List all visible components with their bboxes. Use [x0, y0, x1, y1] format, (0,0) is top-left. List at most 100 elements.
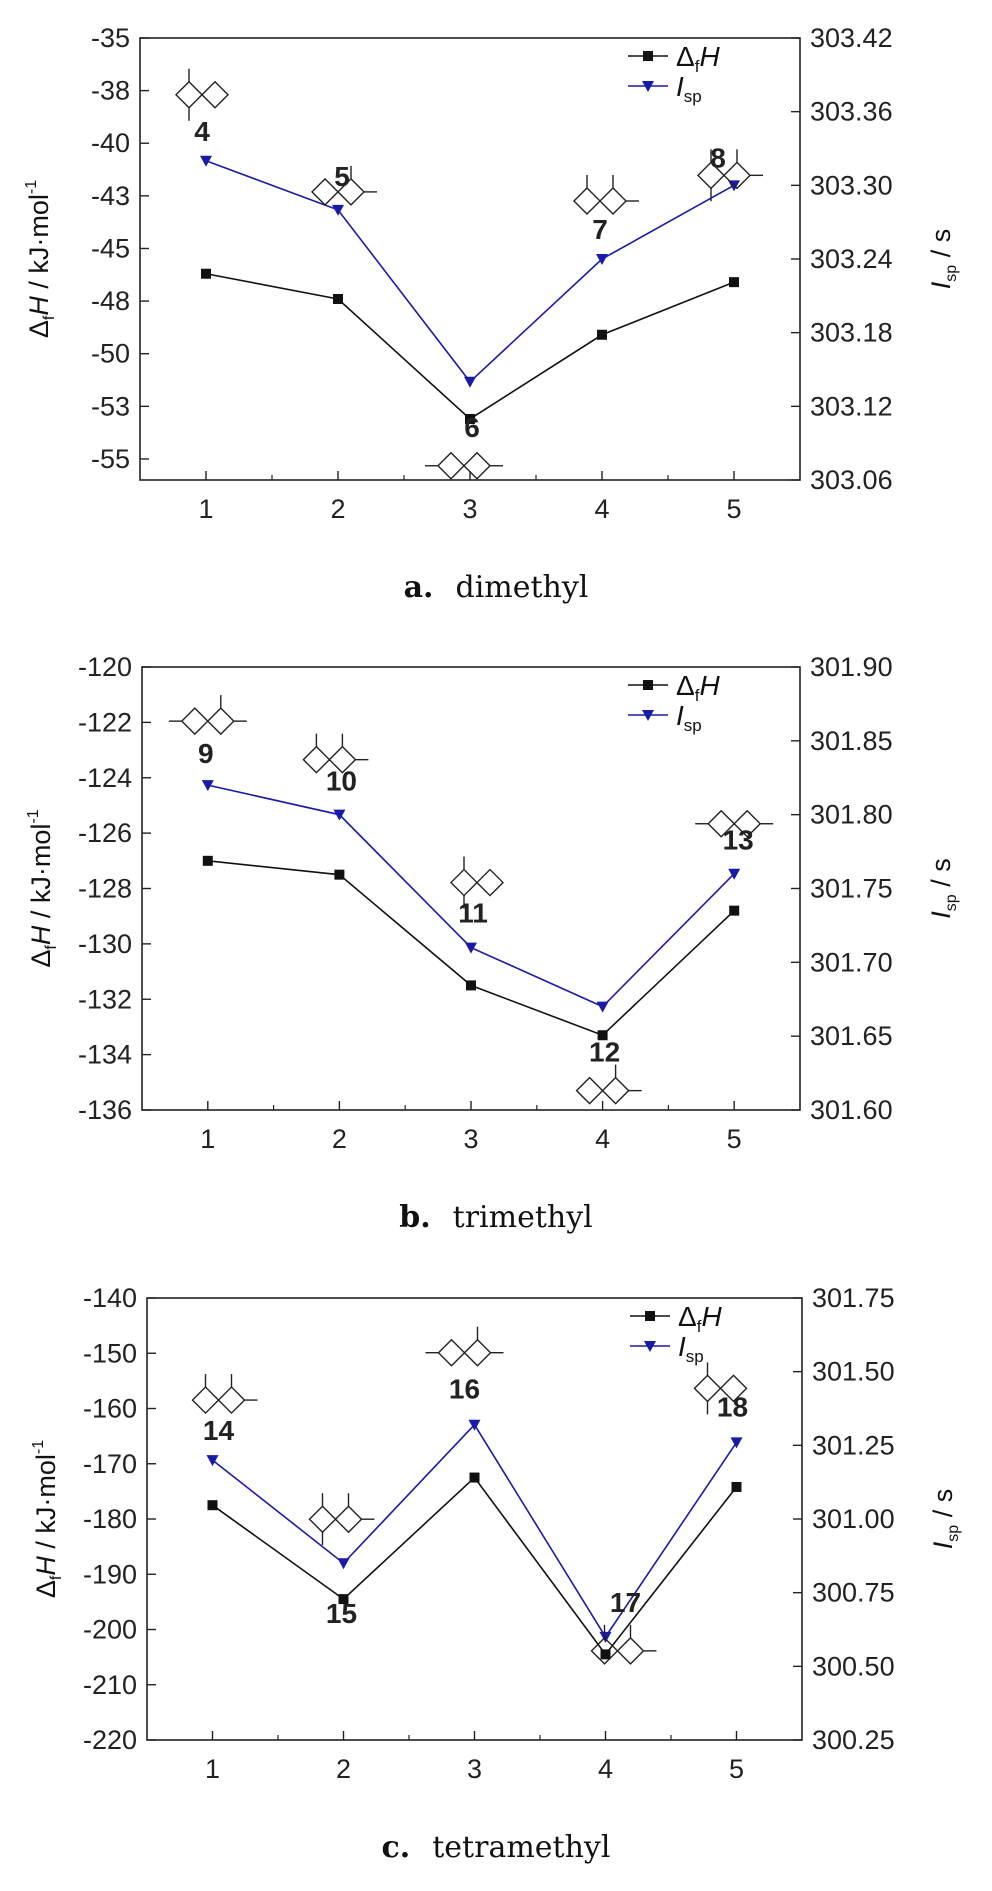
point-c-1-1	[337, 1558, 350, 1570]
y-right-tick-label-c-5: 300.50	[812, 1651, 895, 1681]
compound-label-17: 17	[610, 1587, 641, 1618]
y-left-tick-label-a-3: -43	[91, 181, 130, 211]
y-left-tick-label-a-2: -40	[91, 128, 130, 158]
y-left-tick-label-b-7: -134	[78, 1040, 132, 1070]
y-left-tick-label-c-4: -180	[83, 1504, 137, 1534]
compound-label-6: 6	[464, 412, 480, 443]
series-line-c-0	[212, 1476, 738, 1656]
chart-a-svg: 1 2 3 4 5 -35 -38 -40 -43 -45 -48 -50 -53 -55 303.42 30…	[23, 23, 960, 524]
point-a-1-1	[332, 204, 344, 216]
legend-label-b-0: ΔfH	[676, 670, 720, 705]
compound-label-14: 14	[203, 1415, 235, 1446]
molecule-sketch-icon-10	[302, 733, 369, 774]
molecule-sketch-icon-4	[175, 68, 229, 121]
y-left-tick-label-a-4: -45	[91, 233, 130, 263]
molecule-sketch-icon-8	[697, 149, 763, 202]
point-c-1-3	[599, 1631, 612, 1643]
y-right-tick-label-b-6: 301.60	[810, 1095, 893, 1125]
molecule-sketch-icon-12	[575, 1064, 642, 1105]
point-c-0-4	[731, 1481, 742, 1492]
caption-a: a. dimethyl	[0, 570, 992, 605]
point-a-1-3	[596, 254, 608, 265]
point-a-0-2	[465, 413, 475, 424]
y-left-tick-label-c-1: -150	[83, 1338, 137, 1368]
compound-label-15: 15	[326, 1598, 357, 1629]
caption-b-letter: b.	[399, 1200, 431, 1235]
compound-label-9: 9	[198, 738, 214, 769]
caption-a-letter: a.	[403, 570, 434, 605]
point-c-1-4	[730, 1437, 743, 1449]
x-tick-label-c-5: 5	[729, 1754, 744, 1784]
point-c-0-0	[207, 1500, 218, 1511]
y-left-tick-label-c-0: -140	[83, 1283, 137, 1313]
molecule-sketch-icon-13	[695, 809, 774, 838]
legend-marker-c-0	[645, 1311, 655, 1321]
y-right-tick-label-a-4: 303.18	[810, 318, 893, 348]
y-right-tick-label-b-5: 301.65	[810, 1021, 893, 1051]
y-right-tick-label-a-0: 303.42	[810, 23, 893, 53]
molecule-sketch-icon-14	[191, 1374, 258, 1415]
point-c-0-2	[469, 1472, 480, 1483]
y-left-axis-title-b: ΔfH / kJ·mol-1	[25, 809, 60, 967]
y-left-tick-label-a-5: -48	[91, 286, 130, 316]
legend-label-a-0: ΔfH	[676, 41, 720, 76]
legend-marker-b-0	[643, 680, 653, 690]
x-tick-label-a-2: 2	[330, 494, 345, 524]
molecule-sketch-icon-5	[311, 165, 377, 206]
y-left-tick-label-a-0: -35	[91, 23, 130, 53]
point-b-0-4	[729, 905, 740, 916]
compound-label-16: 16	[449, 1374, 480, 1405]
point-c-0-3	[600, 1649, 611, 1660]
y-left-tick-label-b-6: -132	[78, 984, 132, 1014]
y-left-axis-title-c: ΔfH / kJ·mol-1	[30, 1440, 65, 1598]
molecule-sketch-icon-7	[573, 175, 639, 215]
series-line-c-1	[212, 1423, 738, 1639]
chart-panel-a: 1 2 3 4 5 -35 -38 -40 -43 -45 -48 -50 -53 -55 303.42 30…	[0, 0, 992, 620]
point-b-0-2	[466, 980, 476, 991]
x-tick-label-c-3: 3	[467, 1754, 482, 1784]
y-left-tick-label-a-1: -38	[91, 76, 130, 106]
caption-b: b. trimethyl	[0, 1200, 992, 1235]
legend-marker-a-0	[643, 51, 653, 61]
point-b-1-2	[465, 942, 477, 954]
y-left-tick-label-c-2: -160	[83, 1394, 137, 1424]
legend-label-c-1: Isp	[678, 1331, 704, 1366]
plot-frame-c	[146, 1297, 803, 1741]
legend-label-b-1: Isp	[676, 700, 702, 735]
x-tick-label-b-2: 2	[332, 1124, 347, 1154]
point-b-1-0	[201, 780, 214, 792]
x-tick-label-a-3: 3	[462, 494, 477, 524]
caption-a-text: dimethyl	[455, 570, 589, 605]
y-right-tick-label-a-3: 303.24	[810, 244, 893, 274]
point-c-1-2	[468, 1419, 481, 1431]
y-left-tick-label-b-1: -122	[78, 707, 132, 737]
y-left-tick-label-c-3: -170	[83, 1449, 137, 1479]
molecule-sketch-icon-15	[308, 1493, 375, 1546]
molecule-sketch-icon-6	[425, 451, 503, 480]
y-right-tick-label-c-0: 301.75	[812, 1283, 895, 1313]
y-right-tick-label-c-2: 301.25	[812, 1430, 895, 1460]
chart-panel-b: 1 2 3 4 5 -120 -122 -124 -126 -128 -130 -132 -134 -13…	[0, 652, 992, 1235]
molecule-sketch-icon-11	[450, 856, 504, 909]
compound-label-18: 18	[717, 1391, 748, 1422]
caption-c: c. tetramethyl	[0, 1830, 992, 1865]
y-right-tick-label-c-6: 300.25	[812, 1725, 895, 1755]
y-right-tick-label-c-4: 300.75	[812, 1578, 895, 1608]
compound-label-4: 4	[194, 116, 210, 147]
legend-label-c-0: ΔfH	[678, 1301, 722, 1336]
x-tick-label-a-4: 4	[594, 494, 609, 524]
compound-label-7: 7	[592, 214, 608, 245]
x-tick-label-c-1: 1	[205, 1754, 220, 1784]
y-left-tick-label-a-8: -55	[91, 444, 130, 474]
y-left-tick-label-c-5: -190	[83, 1559, 137, 1589]
caption-b-text: trimethyl	[452, 1200, 593, 1235]
caption-c-letter: c.	[381, 1830, 411, 1865]
compound-label-12: 12	[589, 1037, 620, 1068]
y-left-tick-label-c-6: -200	[83, 1615, 137, 1645]
point-a-1-2	[464, 376, 476, 388]
point-b-0-0	[202, 855, 213, 866]
y-right-tick-label-c-1: 301.50	[812, 1357, 895, 1387]
y-right-axis-title-b: Isp / s	[926, 858, 960, 918]
y-right-tick-label-b-1: 301.85	[810, 726, 893, 756]
